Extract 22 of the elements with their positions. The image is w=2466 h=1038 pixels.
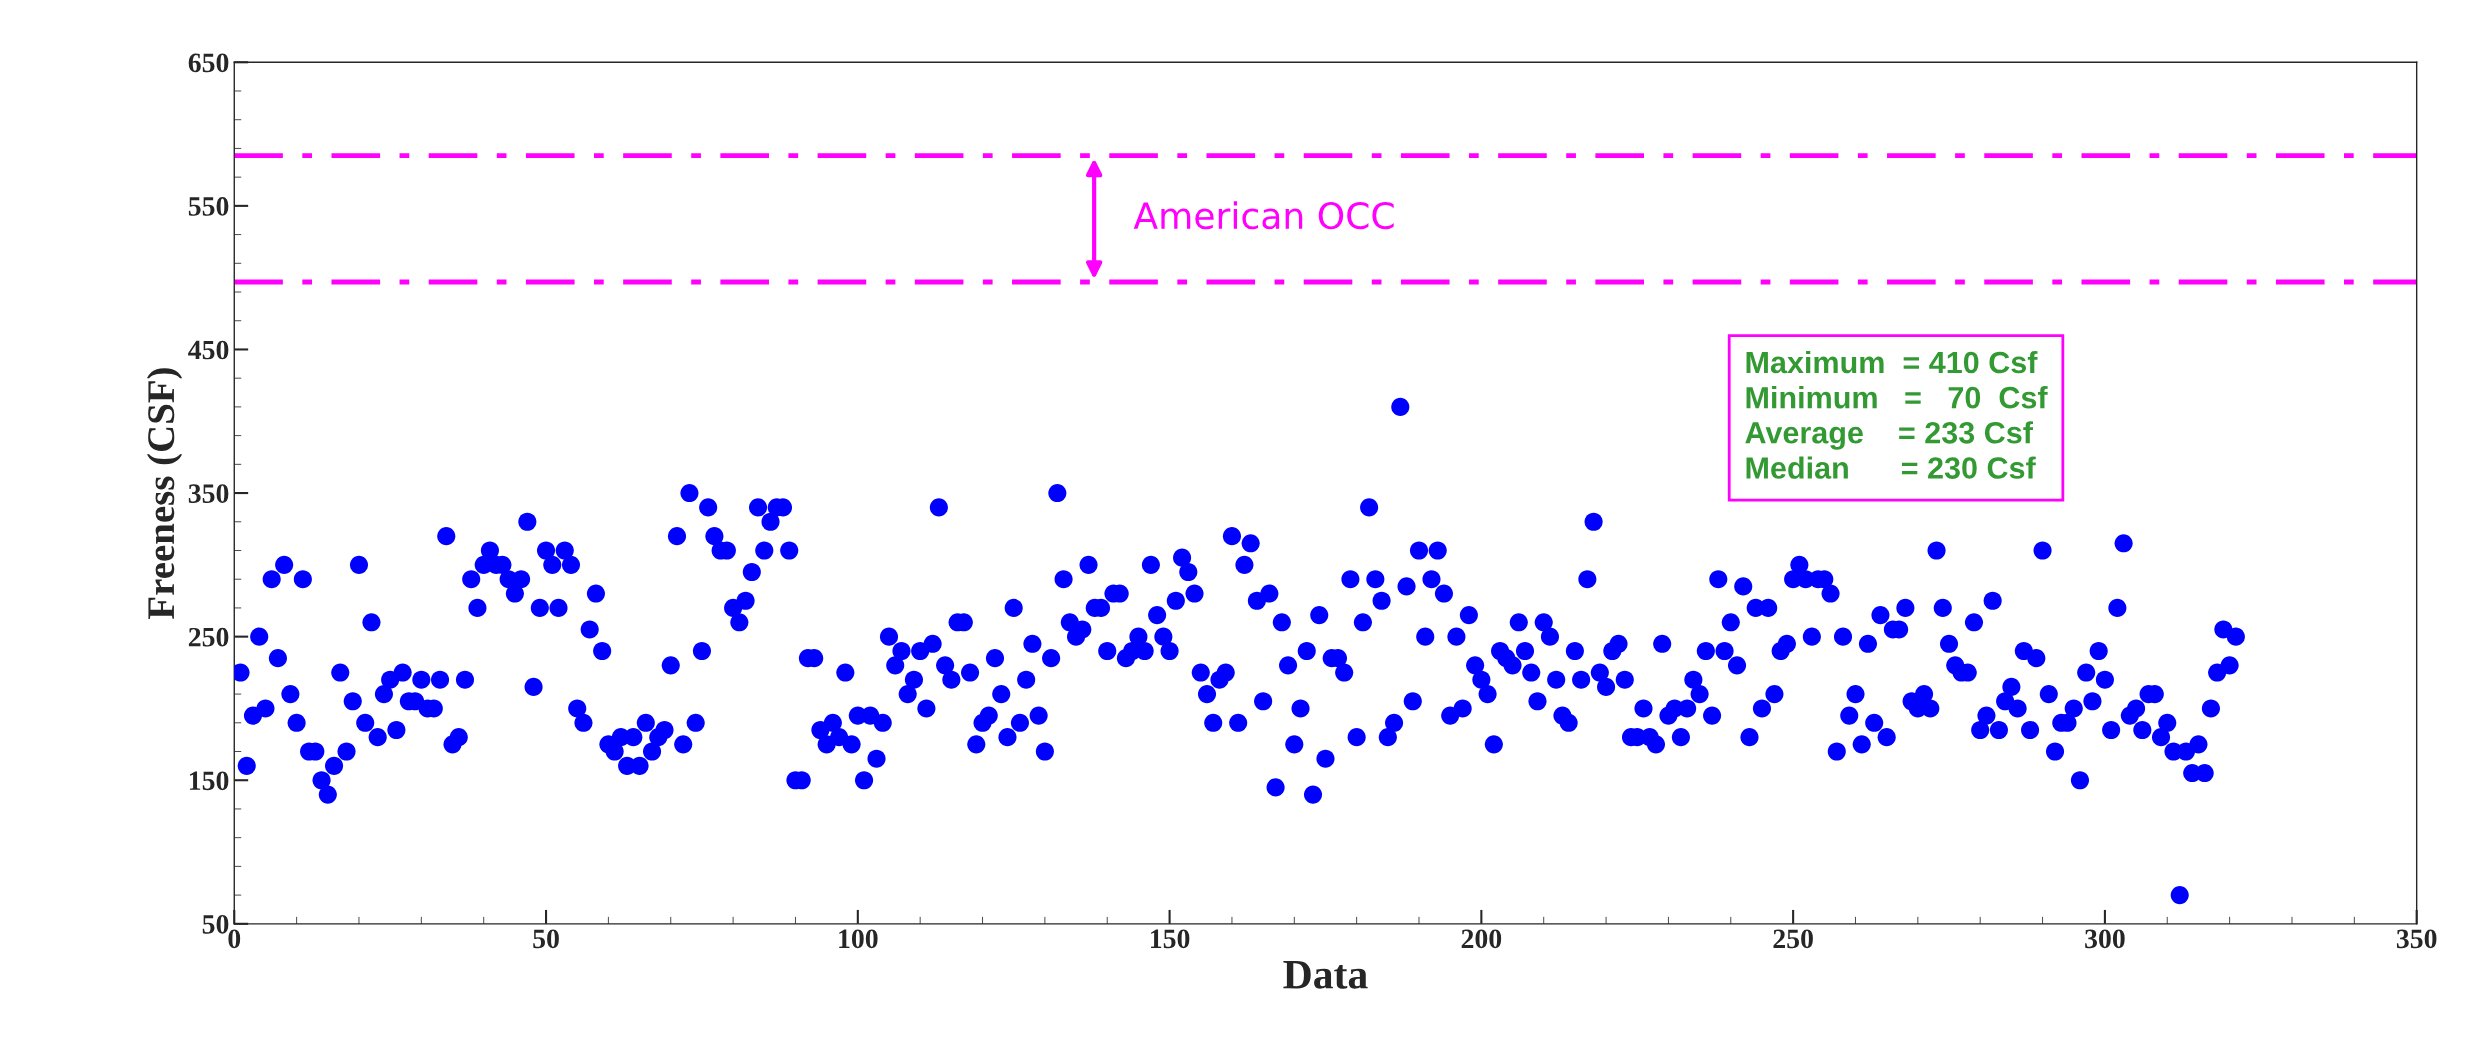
y-tick-label: 450 — [188, 340, 229, 360]
annotation: Minimum = 70 Csf — [1746, 386, 2048, 409]
y-tick-label: 150 — [189, 771, 229, 791]
y-tick-label: 650 — [188, 53, 229, 73]
annotation: Maximum = 410 Csf — [1746, 350, 2038, 374]
x-tick-label: 200 — [1461, 929, 1502, 949]
y-tick-label: 350 — [188, 484, 229, 503]
y-tick-label: 250 — [188, 627, 229, 647]
x-axis-title: Data — [1283, 961, 1368, 989]
y-tick-label: 50 — [202, 914, 229, 934]
x-tick-label: 0 — [228, 929, 241, 949]
x-tick-label: 250 — [1773, 929, 1813, 949]
y-tick-label: 550 — [188, 197, 229, 216]
x-tick-label: 300 — [2085, 929, 2125, 949]
annotation: American OCC — [1133, 201, 1394, 230]
x-tick-label: 150 — [1150, 929, 1190, 949]
annotation: Median = 230 Csf — [1746, 456, 2036, 479]
x-tick-label: 100 — [839, 929, 878, 949]
annotation: Average = 233 Csf — [1745, 421, 2033, 450]
x-tick-label: 350 — [2396, 929, 2437, 949]
y-axis-title: Freeness (CSF) — [146, 368, 183, 619]
x-tick-label: 50 — [533, 929, 559, 949]
